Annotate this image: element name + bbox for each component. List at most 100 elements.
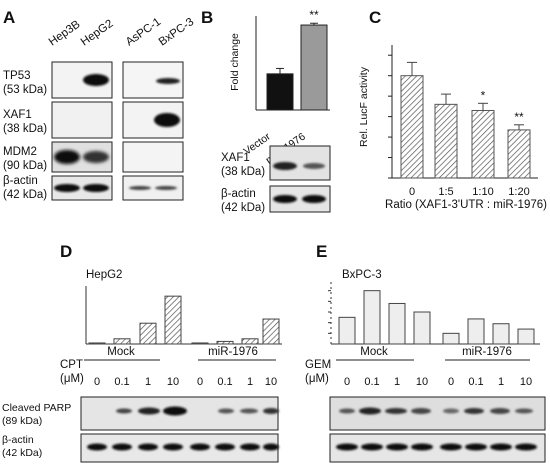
c-bar: [434, 103, 458, 179]
e-bar: [517, 328, 535, 345]
d-bar: [113, 338, 131, 345]
b-significance: **: [309, 8, 319, 22]
chart-c: 0 1:5 1:10 * 1:20 **: [388, 45, 538, 198]
e-bar: [363, 290, 381, 345]
blot-xaf1-right: [122, 101, 184, 139]
d-treatment: CPT: [60, 359, 83, 371]
blot-size-parp: (89 kDa): [2, 415, 42, 427]
blot-parp-d: [80, 396, 279, 431]
c-significance: *: [481, 88, 486, 102]
panel-c-ylabel: Rel. LucF activity: [358, 66, 370, 147]
e-dose-label: 0: [448, 376, 454, 388]
blot-size-xaf1-b: (38 kDa): [221, 166, 265, 178]
panel-d-cell-line: HepG2: [86, 269, 122, 281]
e-dose-labels: 0 0.1 1 10 0 0.1 1 10: [344, 376, 532, 388]
blot-label-tp53: TP53: [3, 70, 31, 82]
d-dose-label: 1: [247, 376, 253, 388]
blot-label-bactin-a: β-actin: [3, 175, 38, 187]
cell-line-aspc1: AsPC-1: [124, 16, 163, 49]
blot-size-bactin-a: (42 kDa): [3, 189, 47, 201]
e-treatment: GEM: [305, 359, 331, 371]
blot-bactin-d: [80, 433, 279, 463]
panel-a-letter: A: [3, 8, 15, 27]
c-significance: **: [514, 110, 524, 124]
d-bar: [88, 342, 106, 345]
blot-label-parp: Cleaved PARP: [2, 402, 71, 414]
e-group-mock: Mock: [360, 346, 388, 358]
c-bar: [507, 129, 531, 179]
c-x-tick-label: 0: [409, 186, 415, 198]
d-bar: [164, 295, 182, 345]
blot-label-mdm2: MDM2: [3, 146, 37, 158]
blot-bactin-left: [51, 175, 113, 201]
blot-mdm2-left: [51, 141, 113, 173]
panel-e-cell-line: BxPC-3: [342, 269, 382, 281]
e-dose-label: 1: [394, 376, 400, 388]
e-unit: (μM): [305, 373, 329, 385]
c-bar: [400, 75, 424, 179]
blot-tp53-right: [122, 61, 184, 99]
blot-label-bactin-b: β-actin: [221, 188, 256, 200]
blot-bactin-right: [122, 175, 184, 201]
e-dose-label: 1: [498, 376, 504, 388]
e-bar: [388, 302, 406, 345]
cell-line-bxpc3: BxPC-3: [157, 16, 196, 49]
d-bar: [241, 338, 259, 345]
e-bar: [442, 332, 460, 345]
panel-b-ylabel: Fold change: [229, 33, 241, 91]
blot-parp-e: [329, 396, 546, 431]
d-dose-label: 0.1: [217, 376, 232, 388]
e-dose-label: 0: [344, 376, 350, 388]
d-dose-label: 0.1: [114, 376, 129, 388]
d-dose-label: 0: [197, 376, 203, 388]
e-dose-label: 0.1: [364, 376, 379, 388]
e-group-mir1976: miR-1976: [462, 346, 512, 358]
blot-mdm2-right: [122, 141, 184, 173]
e-bar: [338, 316, 356, 345]
d-bar: [191, 342, 209, 345]
c-x-tick-label: 1:20: [508, 186, 529, 198]
d-bar: [262, 318, 280, 345]
cell-line-hepg2: HepG2: [79, 18, 116, 49]
blot-bactin-e: [329, 433, 546, 463]
e-dose-label: 0.1: [468, 376, 483, 388]
c-x-tick-label: 1:5: [438, 186, 453, 198]
d-dose-label: 10: [265, 376, 277, 388]
blot-size-tp53: (53 kDa): [3, 84, 47, 96]
b-bar: [266, 73, 294, 111]
e-dose-label: 10: [520, 376, 532, 388]
blot-size-bactin-b: (42 kDa): [221, 202, 265, 214]
panel-e-letter: E: [316, 242, 327, 261]
d-unit: (μM): [60, 373, 84, 385]
cell-line-hep3b: Hep3B: [47, 18, 83, 48]
panel-d-letter: D: [60, 242, 72, 261]
panel-c-letter: C: [369, 8, 381, 27]
d-bar: [139, 322, 157, 345]
blot-size-xaf1: (38 kDa): [3, 123, 47, 135]
panel-c-xlabel: Ratio (XAF1-3'UTR : miR-1976): [385, 199, 547, 211]
chart-b: **: [255, 8, 330, 111]
blot-label-xaf1-b: XAF1: [221, 152, 250, 164]
e-dose-label: 10: [416, 376, 428, 388]
d-dose-label: 0: [94, 376, 100, 388]
blot-tp53-left: [51, 61, 113, 99]
d-dose-label: 10: [167, 376, 179, 388]
blot-size-bactin-d: (42 kDa): [2, 447, 42, 459]
c-bar: [471, 109, 495, 179]
blot-xaf1-b: [269, 145, 331, 181]
panel-b-letter: B: [201, 8, 213, 27]
d-dose-labels: 0 0.1 1 10 0 0.1 1 10: [94, 376, 277, 388]
blot-label-xaf1: XAF1: [3, 109, 32, 121]
d-bar: [216, 340, 234, 345]
blot-bactin-b: [269, 185, 331, 213]
blot-label-bactin-d: β-actin: [2, 434, 34, 446]
e-bar: [492, 323, 510, 345]
e-bar: [413, 311, 431, 345]
blot-xaf1-left: [51, 101, 113, 139]
e-bar: [467, 318, 485, 345]
d-dose-label: 1: [145, 376, 151, 388]
chart-d: [85, 286, 282, 345]
chart-e: [328, 282, 540, 345]
c-x-tick-label: 1:10: [472, 186, 493, 198]
